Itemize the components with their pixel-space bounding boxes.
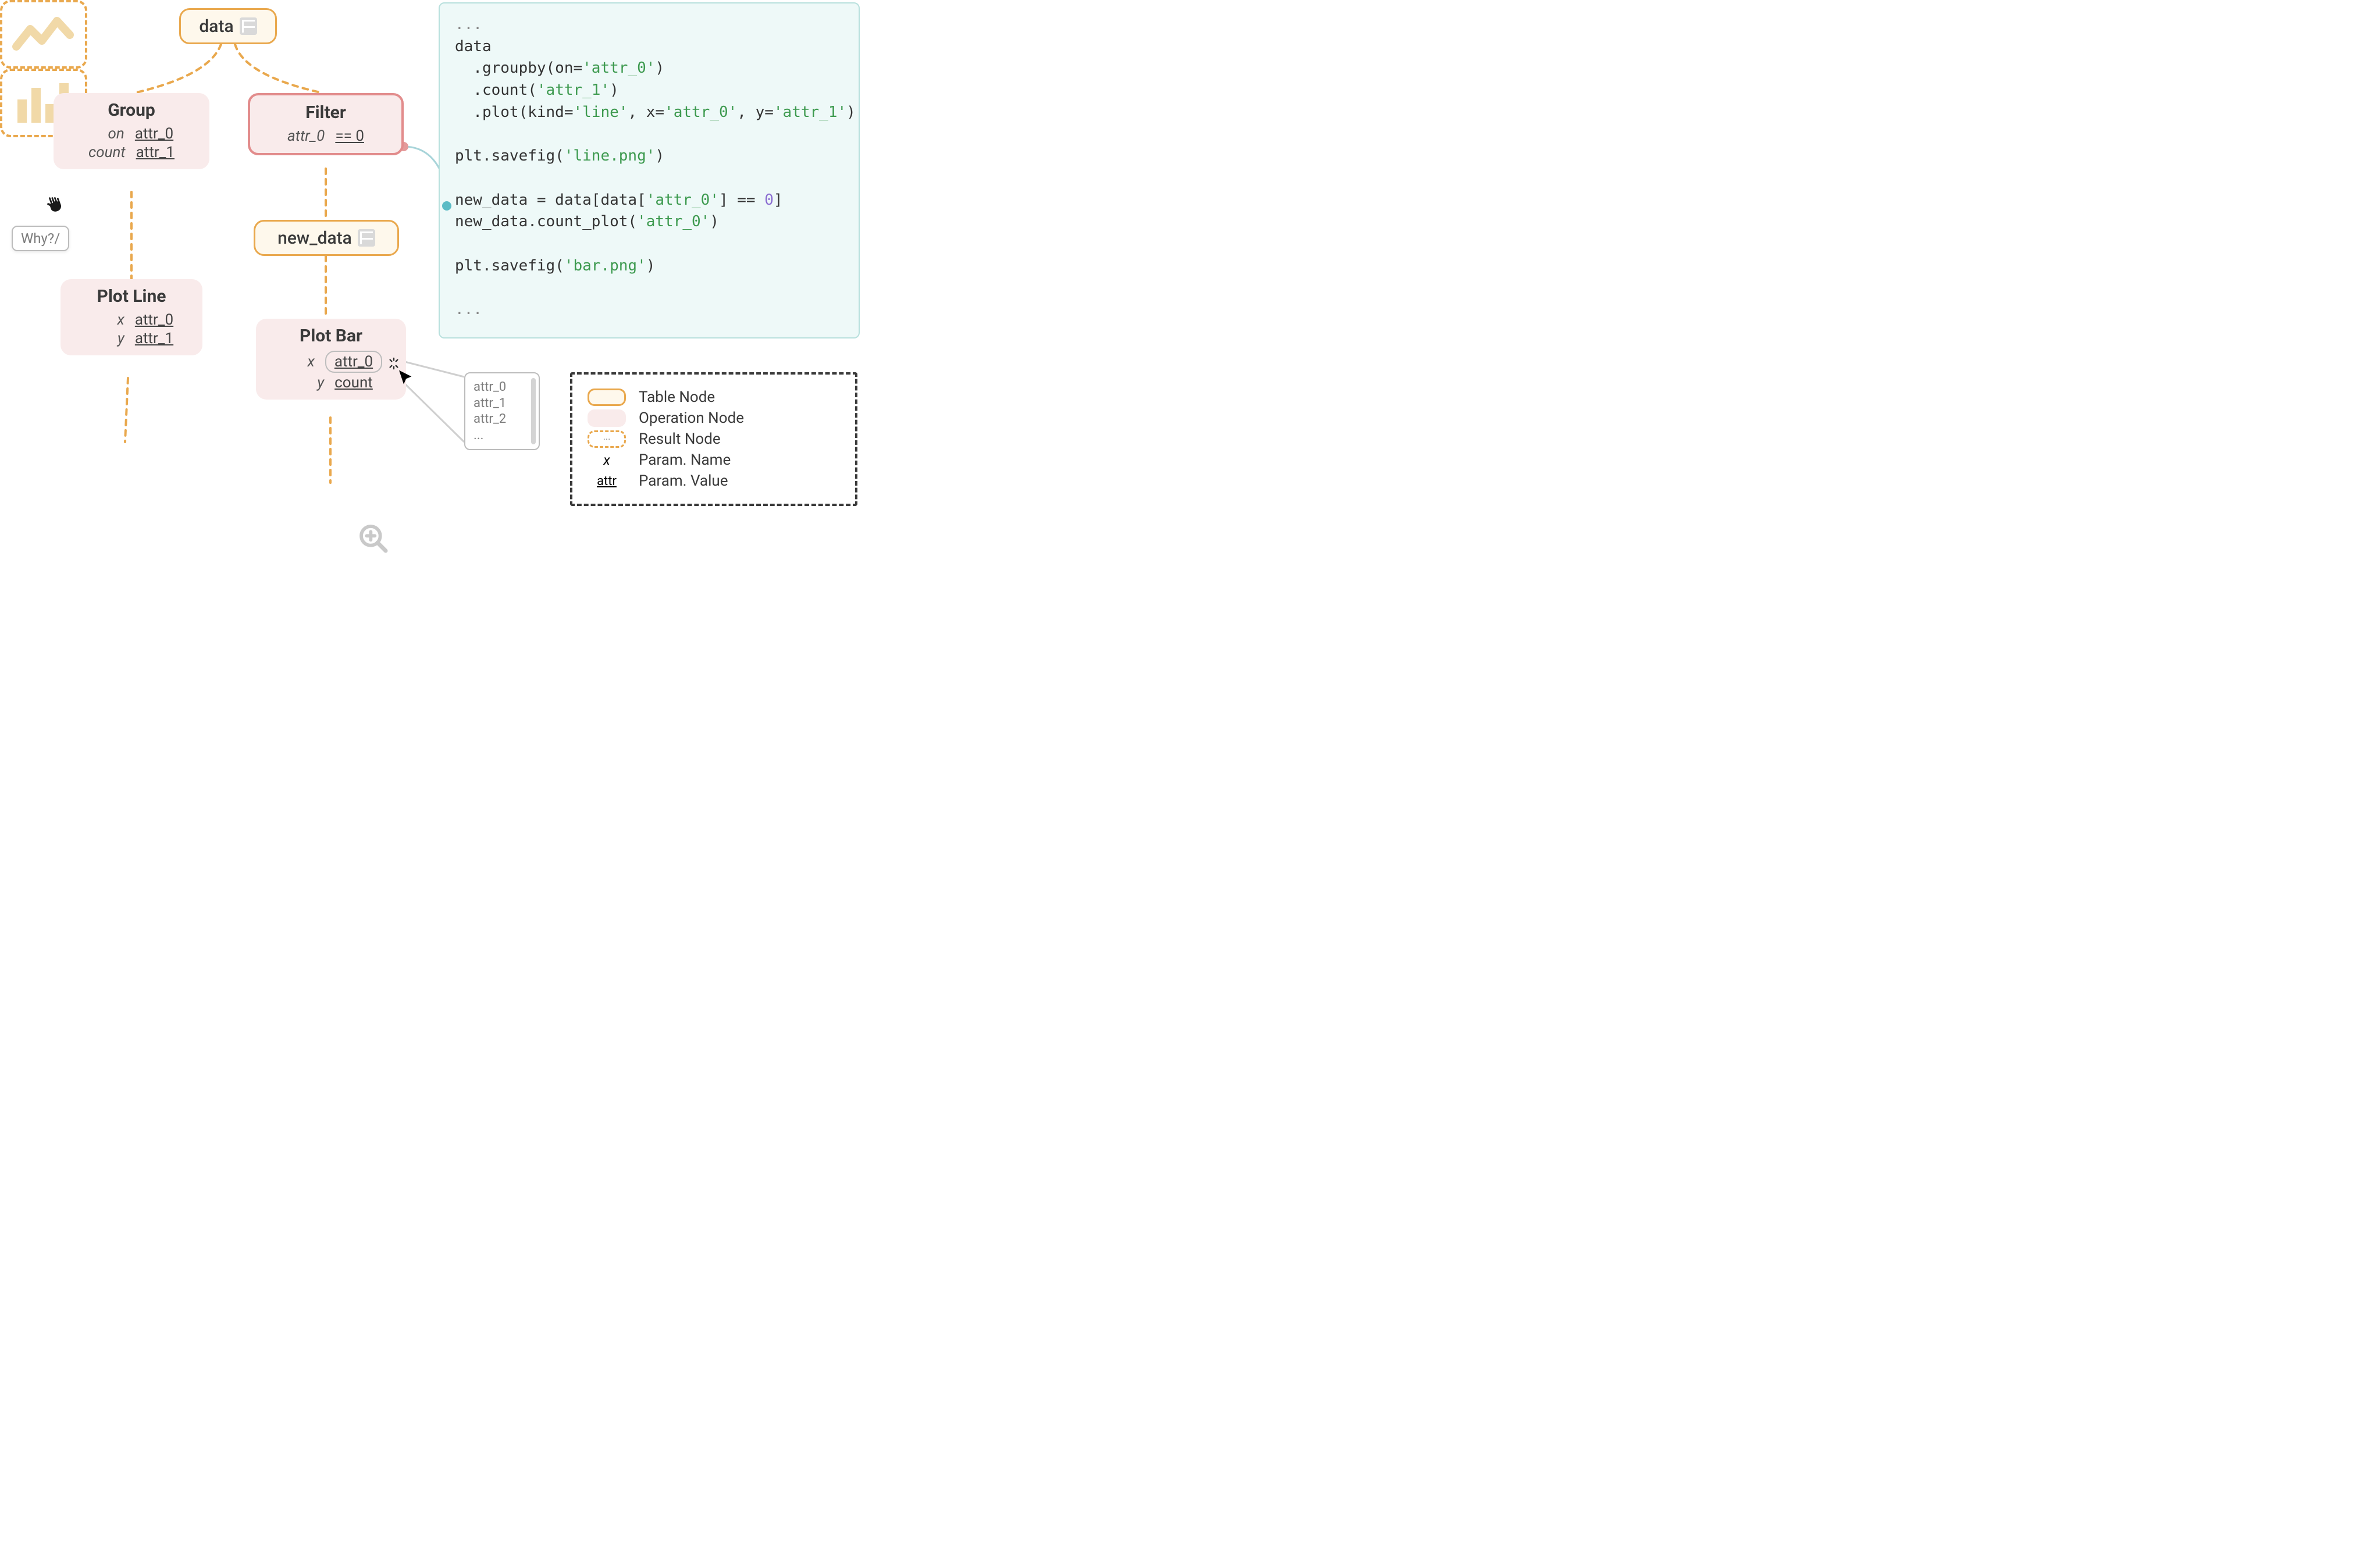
param-name: y <box>289 374 324 391</box>
node-data[interactable]: data <box>179 8 277 44</box>
legend: Table Node Operation Node ··· Result Nod… <box>570 372 857 506</box>
param-row: count attr_1 <box>67 144 195 161</box>
node-filter[interactable]: Filter attr_0 == 0 <box>248 93 404 155</box>
highlight-dot-icon <box>442 201 451 211</box>
line-chart-icon <box>12 12 76 57</box>
node-plot-bar[interactable]: Plot Bar x attr_0 y count <box>256 319 406 400</box>
scrollbar[interactable] <box>531 378 536 444</box>
node-plot-bar-title: Plot Bar <box>270 326 392 346</box>
legend-swatch-pname: x <box>588 451 626 469</box>
param-value[interactable]: == 0 <box>335 127 364 145</box>
node-new-data-label: new_data <box>277 228 352 248</box>
legend-swatch-pval: attr <box>588 472 626 490</box>
param-value[interactable]: attr_1 <box>136 144 175 161</box>
param-name: x <box>280 353 315 370</box>
legend-row: attr Param. Value <box>588 472 840 490</box>
dropdown-item[interactable]: attr_2 <box>474 411 529 427</box>
table-icon <box>240 17 257 35</box>
param-name: count <box>88 144 126 161</box>
param-row: y count <box>270 374 392 391</box>
node-new-data[interactable]: new_data <box>254 220 399 256</box>
param-row: x attr_0 <box>270 351 392 373</box>
legend-row: Operation Node <box>588 409 840 427</box>
legend-label: Param. Name <box>639 451 731 469</box>
code-panel: ... data .groupby(on='attr_0') .count('a… <box>439 2 860 338</box>
dropdown-item[interactable]: attr_0 <box>474 379 529 395</box>
why-input-text: Why?/ <box>21 230 60 247</box>
legend-row: x Param. Name <box>588 451 840 469</box>
legend-label: Param. Value <box>639 472 728 490</box>
why-input[interactable]: Why?/ <box>12 226 69 251</box>
param-name: x <box>90 311 124 329</box>
param-row: on attr_0 <box>67 125 195 142</box>
node-result-line[interactable] <box>0 0 87 69</box>
dropdown-item[interactable]: attr_1 <box>474 395 529 412</box>
legend-label: Table Node <box>639 389 715 406</box>
legend-swatch-op <box>588 409 626 427</box>
diagram-canvas: data Group on attr_0 count attr_1 Why?/ … <box>0 0 873 576</box>
param-row: x attr_0 <box>74 311 188 329</box>
attr-dropdown[interactable]: attr_0 attr_1 attr_2 ... <box>464 372 540 450</box>
zoom-in-icon[interactable] <box>357 522 390 555</box>
legend-label: Result Node <box>639 430 721 448</box>
param-value[interactable]: attr_0 <box>135 125 173 142</box>
param-value-dropdown[interactable]: attr_0 <box>325 351 382 373</box>
param-value[interactable]: attr_0 <box>135 311 173 329</box>
dropdown-item[interactable]: ... <box>474 427 529 444</box>
node-filter-title: Filter <box>264 102 387 123</box>
node-data-label: data <box>199 16 233 37</box>
legend-label: Operation Node <box>639 409 744 427</box>
param-value[interactable]: attr_1 <box>135 330 173 347</box>
param-row: attr_0 == 0 <box>264 127 387 145</box>
loading-icon <box>387 357 400 370</box>
node-group[interactable]: Group on attr_0 count attr_1 <box>54 93 209 169</box>
legend-swatch-table <box>588 389 626 406</box>
legend-row: Table Node <box>588 389 840 406</box>
node-plot-line[interactable]: Plot Line x attr_0 y attr_1 <box>60 279 202 355</box>
param-row: y attr_1 <box>74 330 188 347</box>
node-plot-line-title: Plot Line <box>74 286 188 307</box>
legend-row: ··· Result Node <box>588 430 840 448</box>
param-name: y <box>90 330 124 347</box>
legend-swatch-result: ··· <box>588 430 626 448</box>
table-icon <box>358 229 375 247</box>
param-value[interactable]: count <box>334 374 373 391</box>
cursor-arrow-icon <box>397 369 415 387</box>
node-group-title: Group <box>67 100 195 120</box>
param-name: attr_0 <box>287 127 325 145</box>
hand-cursor-icon <box>42 191 69 220</box>
param-name: on <box>90 125 124 142</box>
